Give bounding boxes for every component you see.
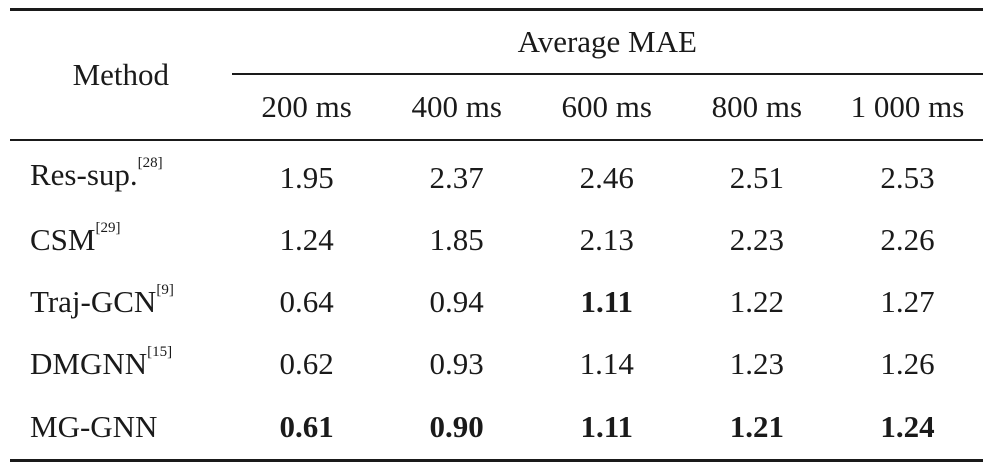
mae-value-cell: 2.51 bbox=[729, 160, 784, 195]
mae-value-cell: 0.90 bbox=[381, 395, 532, 462]
method-name: Traj-GCN bbox=[30, 284, 157, 319]
mae-value-cell: 2.26 bbox=[880, 222, 935, 257]
mae-value-cell: 0.62 bbox=[279, 346, 334, 381]
mae-value-cell: 2.23 bbox=[729, 222, 784, 257]
table-row: Traj-GCN[9] 0.64 0.94 1.11 1.22 1.27 bbox=[10, 271, 983, 333]
column-header-600ms: 600 ms bbox=[531, 74, 682, 141]
header-row-group: Method Average MAE bbox=[10, 8, 983, 141]
citation-ref: [9] bbox=[156, 282, 174, 298]
column-header-1000ms: 1 000 ms bbox=[831, 74, 983, 141]
mae-value-cell: 1.85 bbox=[429, 222, 484, 257]
mae-value-cell: 1.14 bbox=[579, 346, 634, 381]
column-header-400ms: 400 ms bbox=[381, 74, 532, 141]
mae-value-cell: 1.27 bbox=[880, 284, 935, 319]
mae-value-cell: 2.53 bbox=[880, 160, 935, 195]
table-row: CSM[29] 1.24 1.85 2.13 2.23 2.26 bbox=[10, 209, 983, 271]
average-mae-label: Average MAE bbox=[517, 24, 697, 59]
mae-value-cell: 2.37 bbox=[429, 160, 484, 195]
mae-value-cell: 1.95 bbox=[279, 160, 334, 195]
mae-value-cell: 2.46 bbox=[579, 160, 634, 195]
table-row: DMGNN[15] 0.62 0.93 1.14 1.23 1.26 bbox=[10, 333, 983, 395]
table-row: MG-GNN 0.61 0.90 1.11 1.21 1.24 bbox=[10, 395, 983, 462]
method-name: MG-GNN bbox=[30, 409, 158, 444]
method-cell: Traj-GCN[9] bbox=[10, 271, 232, 333]
method-name: DMGNN bbox=[30, 346, 148, 381]
mae-value-cell: 1.24 bbox=[279, 222, 334, 257]
method-name: Res-sup. bbox=[30, 157, 138, 192]
mae-value-cell: 1.11 bbox=[580, 284, 634, 319]
mae-value-cell: 0.61 bbox=[231, 395, 382, 462]
mae-value-cell: 1.24 bbox=[831, 395, 983, 462]
method-name: CSM bbox=[30, 222, 96, 257]
method-cell: DMGNN[15] bbox=[10, 333, 232, 395]
mae-value-cell: 1.23 bbox=[729, 346, 784, 381]
method-column-header: Method bbox=[10, 8, 232, 141]
mae-value-cell: 1.11 bbox=[531, 395, 682, 462]
mae-value-cell: 0.93 bbox=[429, 346, 484, 381]
method-cell: Res-sup.[28] bbox=[10, 140, 232, 209]
mae-value-cell: 1.21 bbox=[681, 395, 832, 462]
method-cell: CSM[29] bbox=[10, 209, 232, 271]
header-row-columns: 200 ms 400 ms 600 ms 800 ms 1 000 ms bbox=[10, 74, 983, 141]
table-row: Res-sup.[28] 1.95 2.37 2.46 2.51 2.53 bbox=[10, 140, 983, 209]
column-header-800ms: 800 ms bbox=[681, 74, 832, 141]
mae-value-cell: 2.13 bbox=[579, 222, 634, 257]
mae-value-cell: 1.22 bbox=[729, 284, 784, 319]
mae-value-cell: 0.64 bbox=[279, 284, 334, 319]
method-cell: MG-GNN bbox=[10, 395, 232, 462]
citation-ref: [28] bbox=[137, 155, 163, 171]
mae-value-cell: 0.94 bbox=[429, 284, 484, 319]
column-header-200ms: 200 ms bbox=[231, 74, 382, 141]
average-mae-group-header: Average MAE bbox=[231, 8, 983, 75]
citation-ref: [15] bbox=[147, 344, 173, 360]
citation-ref: [29] bbox=[95, 220, 121, 236]
average-mae-table: Method Average MAE 200 ms 400 ms 600 ms … bbox=[10, 8, 983, 462]
table-body: Res-sup.[28] 1.95 2.37 2.46 2.51 2.53 CSM[29] 1… bbox=[10, 140, 983, 462]
mae-value-cell: 1.26 bbox=[880, 346, 935, 381]
